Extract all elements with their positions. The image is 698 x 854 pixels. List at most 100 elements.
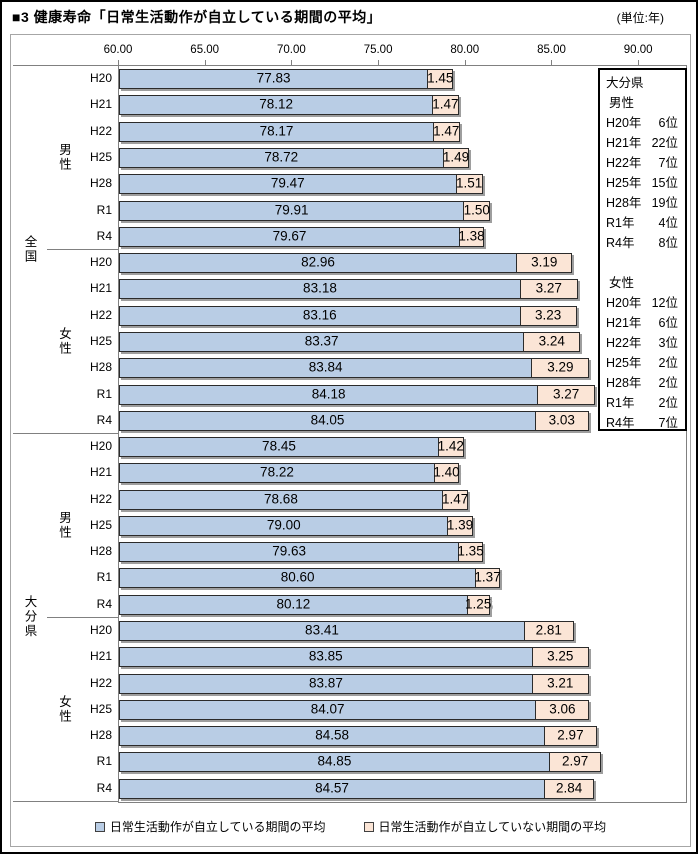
chart-frame: 60.00 65.00 70.00 75.00 80.00 85.00 90.00 77.8… [10, 34, 691, 847]
ranking-box-title: 大分県 [606, 76, 644, 90]
ranking-rank: 2位 [658, 376, 678, 390]
bar-segment-independent: 77.83 [119, 69, 429, 90]
x-axis-tick-mark [551, 60, 553, 65]
bar-row: 82.96 3.19 [119, 250, 686, 276]
bar-stack: 79.67 1.38 [119, 226, 686, 247]
bar-value-label: 1.39 [446, 517, 474, 533]
bar-value-label: 1.40 [433, 465, 460, 481]
bar-segment-independent: 78.22 [119, 463, 435, 484]
year-label: H28 [89, 176, 112, 191]
bar-value-label: 2.97 [561, 754, 589, 770]
bar-stack: 82.96 3.19 [119, 253, 686, 274]
year-label: R1 [96, 386, 112, 401]
ranking-rank: 6位 [658, 116, 678, 130]
bar-value-label: 1.47 [441, 491, 469, 507]
bar-segment-dependent: 1.50 [464, 200, 491, 221]
ranking-rank: 6位 [658, 316, 678, 330]
year-label: H21 [89, 281, 112, 296]
bar-stack: 77.83 1.45 [119, 69, 686, 90]
bar-segment-independent: 83.16 [119, 305, 521, 326]
year-label: H28 [89, 544, 112, 559]
bar-value-label: 3.29 [547, 359, 574, 375]
year-label: H25 [89, 701, 112, 716]
bar-value-label: 3.23 [534, 307, 562, 323]
bar-segment-independent: 78.72 [119, 147, 444, 168]
year-label: R1 [96, 754, 112, 769]
ranking-box-body: 男性 H20年 6位 H21年 22位 H22年 7位 H25年 15位 H28年 19位 R1年 4位… [606, 93, 681, 433]
title-bar: ■3 健康寿命「日常生活動作が自立している期間の平均」 (単位:年) [12, 7, 686, 27]
plot-area: 77.83 1.45 78.12 1.47 78.17 1.47 78.72 1.49 79.4… [118, 65, 687, 803]
chart-title: ■3 健康寿命「日常生活動作が自立している期間の平均」 [12, 9, 382, 25]
bar-segment-dependent: 1.49 [443, 147, 470, 168]
bar-stack: 78.45 1.42 [119, 437, 686, 458]
bar-row: 78.12 1.47 [119, 92, 686, 118]
x-axis-tick-mark [378, 60, 380, 65]
ranking-year: H28年 [606, 376, 642, 390]
bar-stack: 84.85 2.97 [119, 752, 686, 773]
bar-stack: 79.63 1.35 [119, 542, 686, 563]
x-axis-tick-label: 70.00 [277, 44, 306, 56]
bar-segment-dependent: 3.25 [532, 647, 589, 668]
bar-segment-dependent: 1.39 [446, 515, 474, 536]
ranking-year: R4年 [606, 416, 635, 430]
bar-segment-dependent: 3.27 [520, 279, 578, 300]
bar-value-label: 79.00 [266, 517, 301, 533]
x-axis-tick-mark [204, 60, 206, 65]
ranking-box: 大分県 男性 H20年 6位 H21年 22位 H22年 7位 H25年 15位 H28年 19位 R… [598, 68, 687, 431]
bar-value-label: 79.67 [272, 228, 307, 244]
year-label: R4 [96, 780, 112, 795]
bar-row: 79.67 1.38 [119, 224, 686, 250]
bar-row: 83.18 3.27 [119, 276, 686, 302]
bar-segment-dependent: 1.47 [432, 95, 459, 116]
bar-segment-dependent: 1.47 [433, 121, 460, 142]
bar-segment-dependent: 2.81 [524, 621, 574, 642]
bar-row: 79.91 1.50 [119, 197, 686, 223]
x-axis-tick-label: 65.00 [190, 44, 220, 56]
bar-segment-dependent: 3.21 [532, 673, 589, 694]
ranking-row: R4年 8位 [606, 233, 681, 253]
ranking-rank: 7位 [658, 156, 678, 170]
bar-segment-dependent: 2.97 [545, 726, 597, 747]
bar-stack: 78.12 1.47 [119, 95, 686, 116]
bar-segment-independent: 83.84 [119, 358, 533, 379]
bar-segment-dependent: 3.06 [536, 699, 590, 720]
bar-segment-independent: 82.96 [119, 253, 518, 274]
ranking-year: R4年 [606, 236, 635, 250]
bar-stack: 84.18 3.27 [119, 384, 686, 405]
bar-value-label: 84.57 [315, 780, 349, 796]
bar-row: 80.60 1.37 [119, 565, 686, 591]
ranking-year: H28年 [606, 196, 642, 210]
bar-segment-dependent: 3.27 [538, 384, 595, 405]
bar-stack: 84.07 3.06 [119, 699, 686, 720]
ranking-year: H21年 [606, 316, 642, 330]
ranking-row: H25年 2位 [606, 353, 681, 373]
ranking-row: R1年 2位 [606, 393, 681, 413]
bar-value-label: 82.96 [301, 254, 335, 270]
year-label: H21 [89, 465, 112, 480]
ranking-row: R1年 4位 [606, 213, 681, 233]
bar-segment-independent: 78.17 [119, 121, 435, 142]
ranking-rank: 2位 [658, 356, 678, 370]
x-axis-tick-mark [118, 60, 119, 65]
legend: 日常生活動作が自立している期間の平均 日常生活動作が自立していない期間の平均 [11, 818, 690, 835]
bar-value-label: 3.24 [538, 333, 565, 349]
x-axis-tick-label: 75.00 [363, 44, 393, 56]
x-axis-tick-mark [291, 60, 293, 65]
bar-value-label: 3.03 [548, 412, 575, 428]
year-label: H20 [89, 439, 112, 454]
bar-value-label: 84.05 [310, 412, 345, 428]
bar-value-label: 3.27 [535, 281, 562, 297]
bar-value-label: 83.37 [304, 333, 339, 349]
bar-value-label: 3.25 [547, 649, 574, 665]
bar-row: 84.57 2.84 [119, 776, 686, 802]
year-label: R4 [96, 596, 112, 611]
ranking-year: H25年 [606, 356, 642, 370]
ranking-row: H28年 2位 [606, 373, 681, 393]
year-label-column: H20 H21 H22 H25 H28 R1 R4 H20 H21 H22 H25 H28 R1 R4 H2… [82, 65, 118, 801]
category-bottom-line [13, 801, 118, 802]
bar-value-label: 83.84 [308, 359, 343, 375]
bar-segment-independent: 78.45 [119, 437, 439, 458]
bar-value-label: 79.91 [274, 202, 309, 218]
gender-label-oita-female: 女性 [57, 694, 71, 724]
bar-row: 84.85 2.97 [119, 749, 686, 775]
